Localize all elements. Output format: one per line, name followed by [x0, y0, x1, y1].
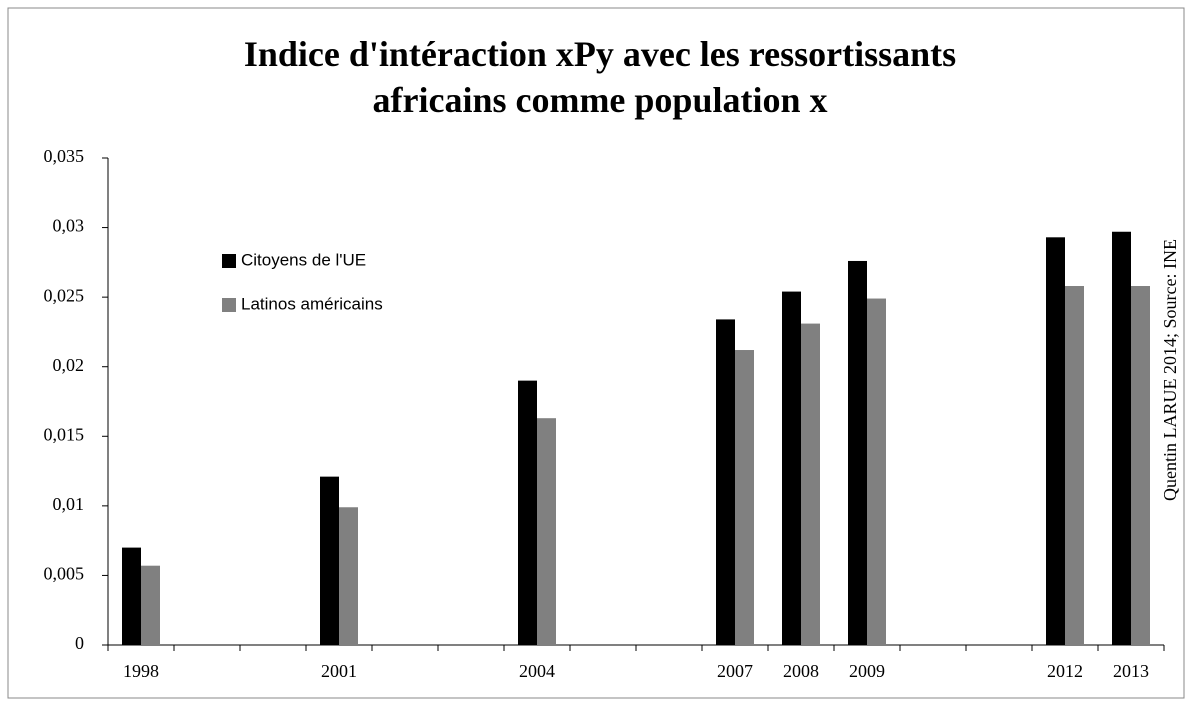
- y-tick-label: 0,035: [44, 146, 85, 166]
- bar: [1112, 231, 1131, 645]
- bar: [1046, 237, 1065, 645]
- legend-swatch: [222, 254, 236, 268]
- bar: [141, 565, 160, 645]
- bar: [1065, 286, 1084, 645]
- x-tick-label: 2007: [717, 661, 753, 681]
- x-tick-label: 2004: [519, 661, 555, 681]
- x-tick-label: 2001: [321, 661, 357, 681]
- bar: [801, 323, 820, 645]
- bar: [782, 291, 801, 645]
- x-tick-label: 2013: [1113, 661, 1149, 681]
- y-tick-label: 0,03: [53, 216, 85, 236]
- bar: [122, 547, 141, 645]
- y-tick-label: 0,01: [53, 494, 85, 514]
- y-tick-label: 0,005: [44, 564, 85, 584]
- legend-label: Latinos américains: [241, 294, 383, 313]
- annotation: Quentin LARUE 2014; Source: INE: [1160, 239, 1180, 501]
- chart-border: [7, 7, 1185, 699]
- bar: [1131, 286, 1150, 645]
- bar: [848, 260, 867, 645]
- x-tick-label: 2008: [783, 661, 819, 681]
- y-tick-label: 0,025: [44, 285, 85, 305]
- y-tick-label: 0,015: [44, 424, 85, 444]
- chart-title: Indice d'intéraction xPy avec les ressor…: [244, 34, 956, 120]
- bar: [339, 507, 358, 645]
- legend-label: Citoyens de l'UE: [241, 250, 366, 269]
- bar: [320, 476, 339, 645]
- y-tick-label: 0,02: [53, 355, 85, 375]
- x-tick-label: 2009: [849, 661, 885, 681]
- x-tick-label: 2012: [1047, 661, 1083, 681]
- bar: [537, 418, 556, 645]
- bar: [716, 319, 735, 645]
- bar: [735, 350, 754, 645]
- legend-swatch: [222, 298, 236, 312]
- bar: [518, 380, 537, 645]
- bar: [867, 298, 886, 645]
- y-tick-label: 0: [75, 633, 84, 653]
- x-tick-label: 1998: [123, 661, 159, 681]
